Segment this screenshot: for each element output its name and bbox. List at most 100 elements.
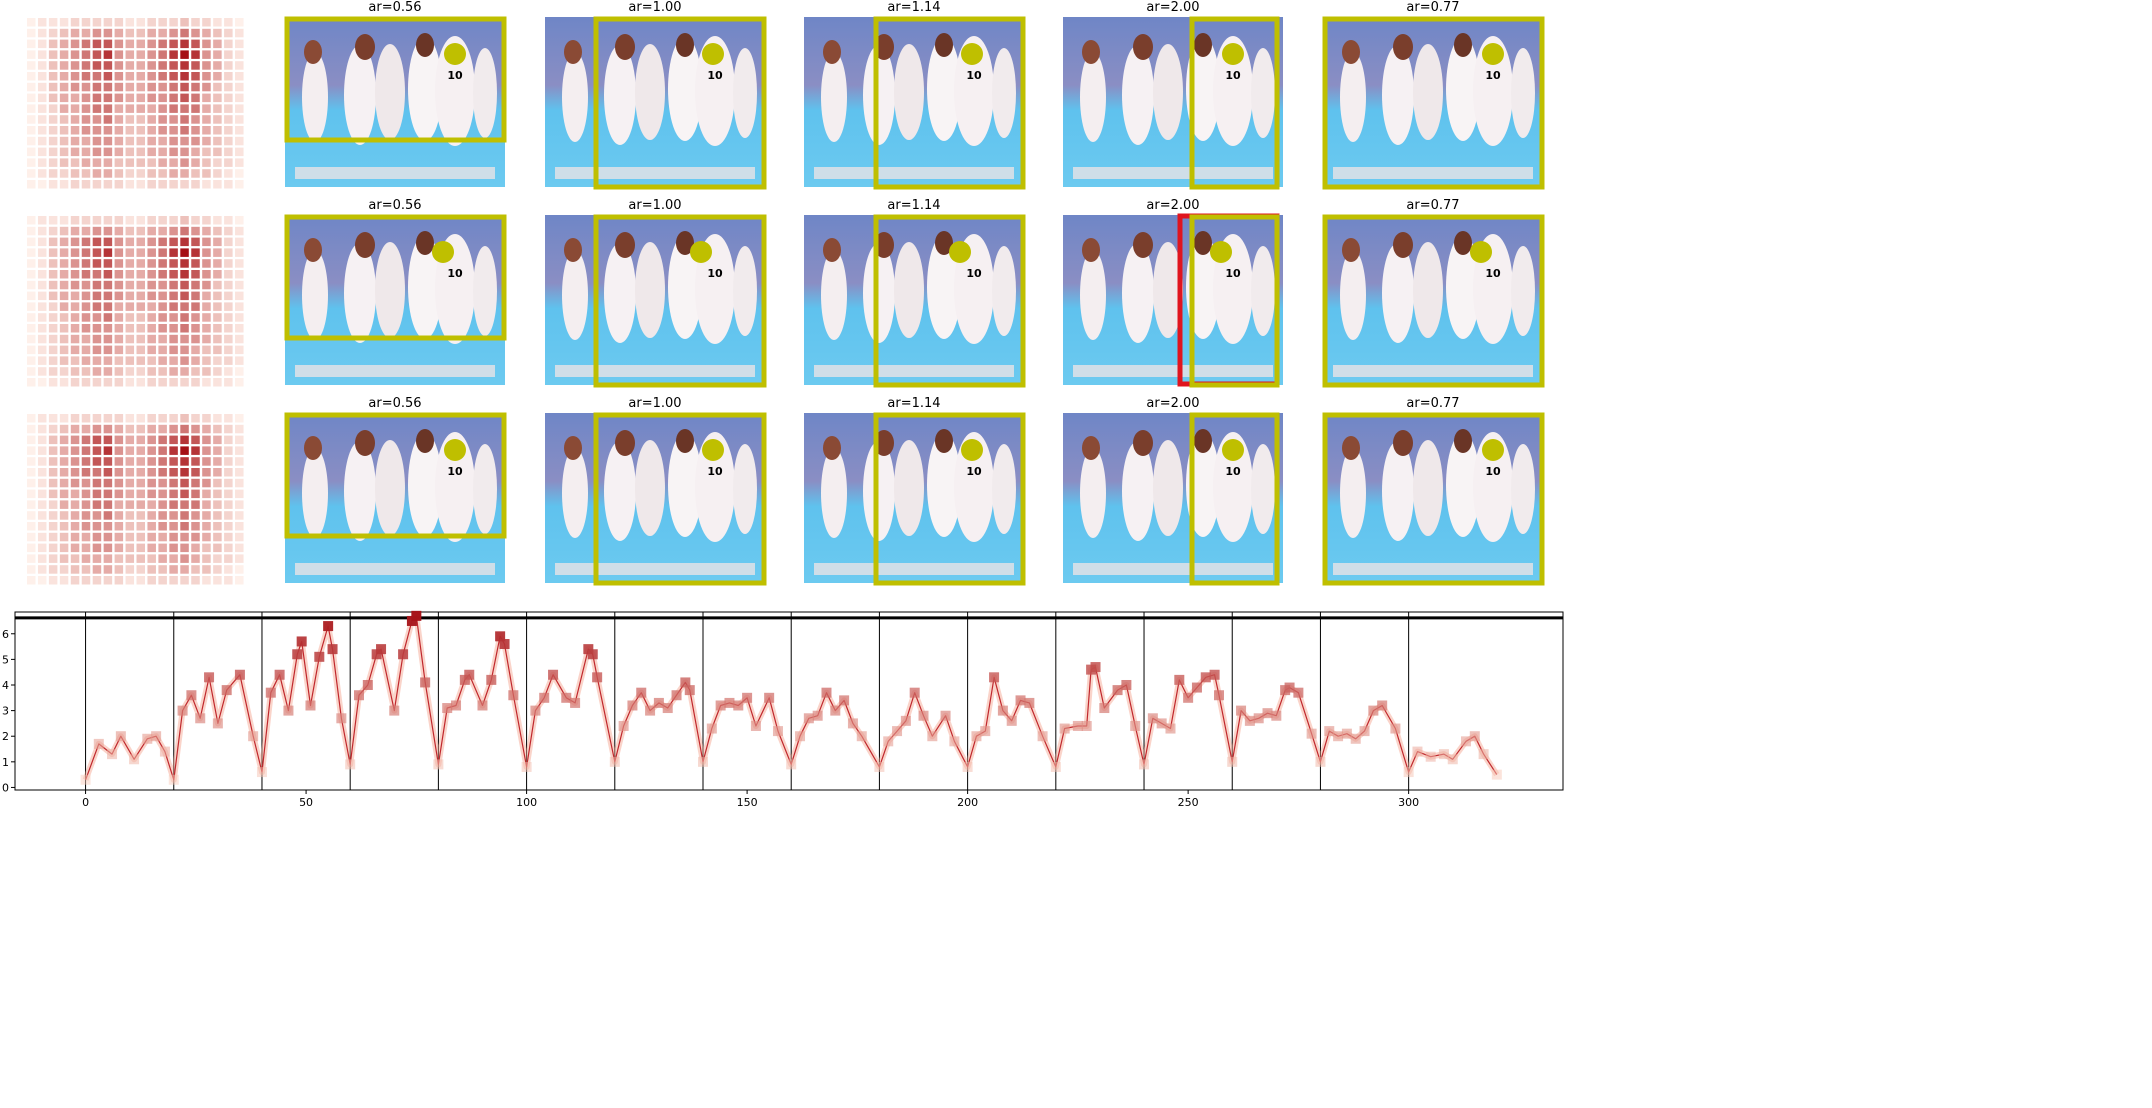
heatmap-cell xyxy=(27,180,36,189)
heatmap-cell xyxy=(92,259,102,268)
heatmap-cell xyxy=(37,334,47,344)
heatmap-cell xyxy=(92,435,102,445)
marker xyxy=(477,700,488,711)
heatmap-cell xyxy=(92,28,102,38)
heatmap-cell xyxy=(147,334,156,344)
heatmap-cell xyxy=(158,291,167,301)
heatmap-cell xyxy=(81,104,91,113)
heatmap-cell xyxy=(27,446,36,455)
heatmap-cell xyxy=(59,18,69,27)
heatmap-cell xyxy=(27,424,36,434)
heatmap-cell xyxy=(235,356,244,365)
heatmap-cell xyxy=(202,468,211,477)
heatmap-cell xyxy=(70,489,80,499)
heatmap-cell xyxy=(103,345,113,355)
heatmap-cell xyxy=(235,313,244,322)
marker xyxy=(486,674,497,685)
heatmap-cell xyxy=(191,367,200,376)
heatmap-cell xyxy=(125,61,135,70)
heatmap-cell xyxy=(169,313,178,322)
focus-point xyxy=(702,439,724,461)
heatmap-cell xyxy=(191,522,200,531)
heatmap-cell xyxy=(136,414,145,423)
heatmap-cell xyxy=(27,248,36,257)
heatmap-cell xyxy=(70,367,80,376)
heatmap-cell xyxy=(48,424,58,434)
heatmap-cell xyxy=(180,543,189,553)
heatmap-cell xyxy=(180,147,189,157)
heatmap-cell xyxy=(92,270,102,279)
heatmap-cell xyxy=(103,248,113,257)
heatmap-cell xyxy=(27,435,36,445)
heatmap-cell xyxy=(213,115,222,124)
heatmap-cell xyxy=(235,565,244,574)
heatmap-cell xyxy=(191,104,200,113)
heatmap-cell xyxy=(59,414,69,423)
heatmap-cell xyxy=(202,457,211,466)
heatmap-cell xyxy=(37,126,47,135)
heatmap-cell xyxy=(169,93,178,103)
heatmap-cell xyxy=(147,414,156,423)
heatmap-cell xyxy=(114,259,124,268)
heatmap-cell xyxy=(27,378,36,387)
heatmap-cell xyxy=(48,50,58,59)
heatmap-cell xyxy=(158,367,167,376)
heatmap-cell xyxy=(48,324,58,333)
marker xyxy=(1024,697,1035,708)
heatmap-cell xyxy=(158,169,167,178)
heatmap-cell xyxy=(48,468,58,477)
heatmap-cell xyxy=(81,39,91,49)
marker xyxy=(1037,731,1048,742)
heatmap-cell xyxy=(125,511,135,520)
heatmap-cell xyxy=(158,158,167,167)
heatmap-cell xyxy=(125,435,135,445)
heatmap-cell xyxy=(48,158,58,167)
focus-point xyxy=(1482,439,1504,461)
heatmap-cell xyxy=(213,511,222,520)
heatmap-cell xyxy=(213,169,222,178)
heatmap-cell xyxy=(103,489,113,499)
heatmap-cell xyxy=(114,216,124,225)
heatmap-cell xyxy=(48,511,58,520)
heatmap-cell xyxy=(191,446,200,455)
heatmap-cell xyxy=(48,237,58,247)
heatmap-cell xyxy=(147,147,156,157)
heatmap-cell xyxy=(103,302,113,311)
photo xyxy=(804,413,1024,583)
focus-point xyxy=(1470,241,1492,263)
heatmap-cell xyxy=(114,324,124,333)
heatmap-cell xyxy=(169,280,178,290)
marker xyxy=(451,700,462,711)
heatmap-cell xyxy=(81,565,91,574)
marker xyxy=(142,733,153,744)
heatmap-cell xyxy=(235,522,244,531)
heatmap-cell xyxy=(103,136,113,146)
heatmap-cell xyxy=(202,259,211,268)
heatmap-cell xyxy=(147,169,156,178)
heatmap-cell xyxy=(70,280,80,290)
marker xyxy=(742,692,753,703)
heatmap-cell xyxy=(70,259,80,268)
heatmap-cell xyxy=(158,237,167,247)
heatmap-cell xyxy=(202,356,211,365)
marker xyxy=(406,615,417,626)
heatmap-cell xyxy=(180,180,189,189)
heatmap-cell xyxy=(213,18,222,27)
heatmap-cell xyxy=(125,72,135,81)
heatmap-cell xyxy=(92,18,102,27)
heatmap-cell xyxy=(147,39,156,49)
heatmap-cell xyxy=(48,291,58,301)
heatmap-cell xyxy=(213,93,222,103)
marker xyxy=(1139,759,1150,770)
heatmap-cell xyxy=(92,158,102,167)
heatmap-cell xyxy=(224,82,233,92)
marker xyxy=(1191,682,1202,693)
heatmap-cell xyxy=(191,435,200,445)
heatmap-cell xyxy=(169,522,178,531)
heatmap-cell xyxy=(136,61,145,70)
marker xyxy=(724,697,735,708)
heatmap-cell xyxy=(125,169,135,178)
heatmap-cell xyxy=(114,302,124,311)
marker xyxy=(671,690,682,701)
heatmap-cell xyxy=(114,226,124,236)
